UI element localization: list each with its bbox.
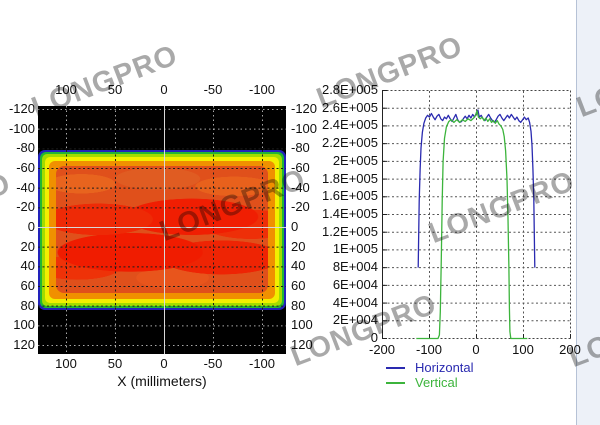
heatmap-x-axis-title: X (millimeters) xyxy=(117,373,207,389)
profile-y-tick: 4E+004 xyxy=(332,294,378,310)
heatmap-y-tick-right: 120 xyxy=(291,337,313,352)
heatmap-y-tick-right: -20 xyxy=(291,199,310,215)
heatmap-y-tick-left: -100 xyxy=(8,120,35,136)
profile-plot xyxy=(382,90,572,340)
heatmap-y-tick-right: -60 xyxy=(291,160,310,175)
heatmap-y-tick-right: -80 xyxy=(291,140,310,156)
heatmap-x-tick-top: -50 xyxy=(203,82,223,97)
legend-line-swatch xyxy=(386,366,405,369)
heatmap-x-tick-bottom: 100 xyxy=(55,356,77,371)
heatmap-y-tick-right: 80 xyxy=(291,297,306,313)
profile-y-tick: 1E+005 xyxy=(332,241,378,257)
heatmap-y-tick-left: -120 xyxy=(8,101,35,116)
beam-edge-yellow xyxy=(45,157,279,303)
heatmap-y-tick-right: -120 xyxy=(291,101,318,116)
heatmap-y-tick-left: 120 xyxy=(13,337,35,352)
beam-2d-heatmap xyxy=(38,106,286,354)
legend-row: Vertical xyxy=(383,375,474,390)
profile-x-tick: 200 xyxy=(559,342,581,357)
profile-y-tick: 1.2E+005 xyxy=(321,223,378,239)
heatmap-y-tick-right: 20 xyxy=(291,238,306,254)
heatmap-y-tick-right: 60 xyxy=(291,278,306,293)
profile-y-tick: 8E+004 xyxy=(332,259,378,275)
profile-x-tick: 0 xyxy=(472,342,480,357)
profile-y-tick: 6E+004 xyxy=(332,276,378,292)
heatmap-x-tick-top: 50 xyxy=(107,82,123,97)
profile-y-tick: 1.8E+005 xyxy=(321,170,378,186)
legend-label: Vertical xyxy=(415,375,458,390)
right-panel-strip xyxy=(576,0,600,425)
heatmap-y-tick-right: 40 xyxy=(291,258,306,274)
heatmap-y-tick-left: 40 xyxy=(20,258,35,274)
heatmap-y-tick-left: 20 xyxy=(20,238,35,254)
legend-row: Horizontal xyxy=(383,360,474,375)
heatmap-y-tick-left: -80 xyxy=(16,140,35,156)
heatmap-x-tick-top: 100 xyxy=(55,82,77,97)
heatmap-y-tick-right: 0 xyxy=(291,219,299,234)
beam-core xyxy=(56,166,268,293)
trace-horizontal xyxy=(417,109,536,268)
heatmap-x-tick-bottom: -50 xyxy=(203,356,223,371)
heatmap-x-tick-bottom: -100 xyxy=(248,356,276,371)
beam-edge-green xyxy=(40,152,284,308)
beam-edge-yellow-green xyxy=(42,154,282,306)
heatmap-y-tick-left: -40 xyxy=(16,179,35,195)
trace-vertical xyxy=(416,110,528,340)
profile-y-tick: 1.4E+005 xyxy=(321,206,378,221)
heatmap-y-tick-left: 80 xyxy=(20,297,35,313)
heatmap-x-tick-bottom: 0 xyxy=(160,356,168,371)
heatmap-y-tick-left: 60 xyxy=(20,278,35,293)
heatmap-x-tick-bottom: 50 xyxy=(107,356,123,371)
heatmap-y-tick-left: -20 xyxy=(16,199,35,215)
profile-y-tick: 2E+005 xyxy=(332,152,378,168)
profile-y-tick: 2E+004 xyxy=(332,312,378,328)
profile-y-tick: 2.4E+005 xyxy=(321,117,378,133)
heatmap-y-tick-right: -100 xyxy=(291,120,318,136)
profile-y-tick: 2.8E+005 xyxy=(321,82,378,97)
profile-x-tick: 100 xyxy=(512,342,534,357)
heatmap-y-tick-right: 100 xyxy=(291,317,313,333)
legend-label: Horizontal xyxy=(415,360,474,375)
beam-edge-blue xyxy=(38,150,286,310)
beam-edge-orange xyxy=(49,161,275,299)
heatmap-x-tick-top: 0 xyxy=(160,82,168,97)
heatmap-y-tick-left: -60 xyxy=(16,160,35,175)
legend-line-swatch xyxy=(386,381,405,384)
heatmap-y-tick-right: -40 xyxy=(291,179,310,195)
profile-plot-canvas xyxy=(382,90,571,340)
heatmap-gridlines xyxy=(38,106,286,354)
heatmap-y-tick-left: 0 xyxy=(27,219,35,234)
profile-y-tick: 0 xyxy=(370,330,378,345)
profile-x-tick: -200 xyxy=(368,342,396,357)
profile-x-tick: -100 xyxy=(415,342,443,357)
profile-y-tick: 2.2E+005 xyxy=(321,135,378,151)
profile-y-tick: 1.6E+005 xyxy=(321,188,378,204)
heatmap-y-tick-left: 100 xyxy=(13,317,35,333)
profile-legend: Horizontal Vertical xyxy=(383,360,474,390)
heatmap-x-tick-top: -100 xyxy=(248,82,276,97)
profile-y-tick: 2.6E+005 xyxy=(321,99,378,115)
